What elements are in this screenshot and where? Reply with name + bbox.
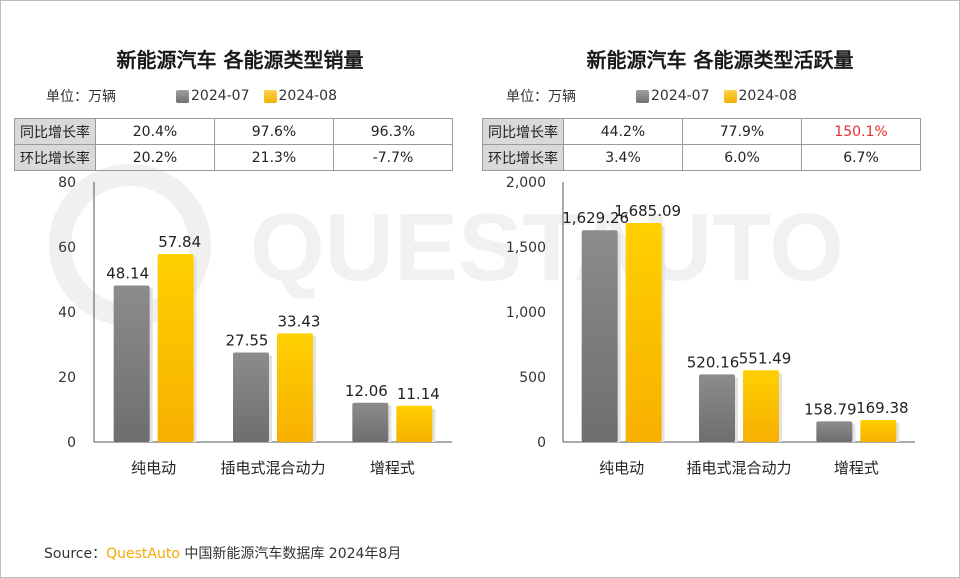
y-tick-label: 20 (58, 370, 76, 386)
y-tick-label: 40 (58, 305, 76, 321)
questauto-watermark: QUESTAUTO (49, 164, 844, 326)
sales-unit-label: 单位：万辆 (46, 89, 116, 105)
legend-swatch-gray (636, 89, 649, 103)
y-tick-label: 1,000 (506, 305, 546, 321)
data-label: 27.55 (226, 331, 269, 349)
table-cell: 44.2% (563, 118, 683, 145)
bar-2024-07 (113, 285, 150, 442)
source-prefix: Source： (44, 546, 107, 562)
active-unit-label: 单位：万辆 (506, 89, 576, 105)
data-label: 12.06 (345, 382, 388, 400)
y-tick-label: 0 (537, 435, 546, 451)
bar-2024-08 (157, 254, 194, 442)
category-label: 纯电动 (131, 459, 176, 477)
active-bar-chart: 0 500 1,000 1,500 2,000 1,629.261,685.09 纯电动 52… (506, 175, 915, 477)
data-label: 551.49 (739, 349, 792, 367)
sales-bar-chart: 0 20 40 60 80 48.14 57.84 纯电动 27.55 33.43 插电式混合动力 1… (58, 175, 452, 477)
category-label: 增程式 (834, 459, 879, 477)
legend-label: 2024-07 (651, 88, 710, 104)
table-cell: 3.4% (563, 144, 683, 171)
table-row: 环比增长率 3.4% 6.0% 6.7% (482, 144, 921, 171)
table-row: 环比增长率 20.2% 21.3% -7.7% (14, 144, 453, 171)
active-unit-legend-row: 单位：万辆 2024-07 2024-08 (506, 86, 811, 106)
category-label: 插电式混合动力 (686, 459, 791, 477)
y-tick-label: 2,000 (506, 175, 546, 191)
table-cell: 77.9% (682, 118, 802, 145)
bar-2024-08 (743, 370, 779, 442)
table-row: 同比增长率 44.2% 77.9% 150.1% (482, 118, 921, 145)
table-cell: 6.7% (801, 144, 921, 171)
table-cell: 20.2% (95, 144, 215, 171)
bar-2024-07 (699, 374, 735, 442)
category-label: 插电式混合动力 (220, 459, 325, 477)
y-tick-label: 60 (58, 240, 76, 256)
active-rate-table: 同比增长率 44.2% 77.9% 150.1% 环比增长率 3.4% 6.0%… (482, 118, 921, 171)
bar-2024-08 (277, 333, 313, 442)
data-label: 1,685.09 (614, 202, 681, 220)
sales-unit-legend-row: 单位：万辆 2024-07 2024-08 (46, 86, 351, 106)
table-cell highlighted-cell: 150.1% (801, 118, 921, 145)
legend-item-2024-08: 2024-08 (263, 88, 338, 104)
row-header: 同比增长率 (482, 118, 564, 145)
y-tick-label: 80 (58, 175, 76, 191)
table-cell: 97.6% (214, 118, 334, 145)
data-label: 169.38 (856, 399, 909, 417)
data-label: 1,629.26 (562, 209, 629, 227)
active-chart-title: 新能源汽车 各能源类型活跃量 (586, 48, 854, 72)
legend-swatch-gray (176, 89, 189, 103)
bar-2024-07 (233, 352, 269, 442)
bar-2024-08 (860, 419, 897, 442)
row-header: 环比增长率 (482, 144, 564, 171)
data-label: 48.14 (106, 265, 149, 283)
sales-panel: 新能源汽车 各能源类型销量 单位：万辆 2024-07 2024-08 同比增长… (0, 0, 480, 500)
legend-item-2024-08: 2024-08 (723, 88, 798, 104)
table-cell: -7.7% (333, 144, 453, 171)
table-cell: 21.3% (214, 144, 334, 171)
source-note: Source：QuestAuto 中国新能源汽车数据库 2024年8月 (44, 543, 401, 563)
y-tick-label: 500 (519, 370, 546, 386)
bar-2024-07 (352, 402, 389, 442)
bar-2024-08 (625, 222, 662, 442)
active-panel: 新能源汽车 各能源类型活跃量 单位：万辆 2024-07 2024-08 同比增… (480, 0, 960, 500)
legend-label: 2024-08 (278, 88, 338, 104)
data-label: 520.16 (687, 353, 740, 371)
sales-rate-table: 同比增长率 20.4% 97.6% 96.3% 环比增长率 20.2% 21.3… (14, 118, 453, 171)
category-label: 增程式 (370, 459, 415, 477)
table-row: 同比增长率 20.4% 97.6% 96.3% (14, 118, 453, 145)
row-header: 同比增长率 (14, 118, 96, 145)
data-label: 158.79 (804, 400, 857, 418)
data-label: 57.84 (158, 233, 201, 251)
legend-item-2024-07: 2024-07 (176, 88, 250, 104)
table-cell: 6.0% (682, 144, 802, 171)
data-label: 33.43 (278, 312, 321, 330)
source-brand: QuestAuto (106, 546, 180, 562)
legend-label: 2024-07 (191, 88, 250, 104)
bar-2024-07 (581, 230, 618, 442)
category-label: 纯电动 (599, 459, 644, 477)
bar-2024-08 (396, 405, 433, 442)
data-label: 11.14 (397, 385, 440, 403)
watermark-text: QUESTAUTO (250, 194, 844, 301)
y-tick-label: 1,500 (506, 240, 546, 256)
table-cell: 96.3% (333, 118, 453, 145)
y-tick-label: 0 (67, 435, 76, 451)
sales-chart-title: 新能源汽车 各能源类型销量 (116, 48, 364, 72)
source-text: 中国新能源汽车数据库 2024年8月 (179, 546, 402, 562)
table-cell: 20.4% (95, 118, 215, 145)
legend-item-2024-07: 2024-07 (636, 88, 710, 104)
legend-swatch-yellow (263, 89, 277, 103)
row-header: 环比增长率 (14, 144, 96, 171)
legend-label: 2024-08 (738, 88, 798, 104)
bar-2024-07 (816, 421, 853, 442)
legend-swatch-yellow (723, 89, 737, 103)
